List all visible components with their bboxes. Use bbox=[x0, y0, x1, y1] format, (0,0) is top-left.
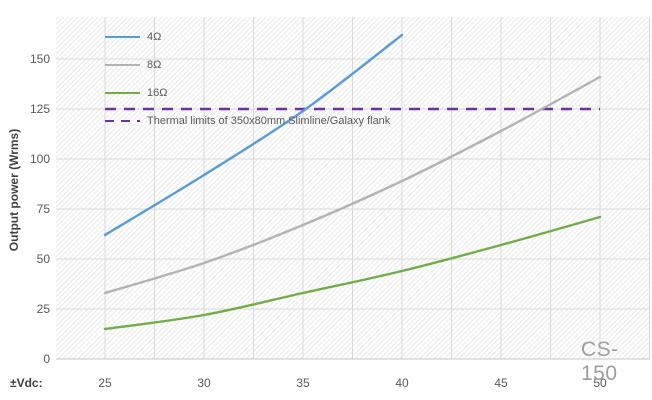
y-tick-label: 0 bbox=[43, 352, 50, 366]
x-tick-label: 50 bbox=[593, 376, 607, 390]
legend-label-4ohm: 4Ω bbox=[147, 31, 162, 43]
x-tick-label: 30 bbox=[197, 376, 211, 390]
legend-line-sample-16ohm-icon bbox=[105, 91, 140, 95]
x-tick-label: 45 bbox=[494, 376, 508, 390]
y-tick-label: 150 bbox=[29, 52, 50, 66]
y-tick-label: 100 bbox=[29, 152, 50, 166]
series-line-4ohm bbox=[103, 33, 404, 237]
x-tick-label: 40 bbox=[395, 376, 409, 390]
y-tick-label: 75 bbox=[36, 202, 50, 216]
y-axis-title: Output power (Wrms) bbox=[7, 128, 21, 252]
legend-item-8ohm: 8Ω bbox=[105, 51, 390, 79]
watermark-text: CS-150 bbox=[581, 338, 619, 385]
legend-line-sample-8ohm-icon bbox=[105, 63, 140, 67]
series-line-8ohm bbox=[103, 75, 602, 295]
x-axis-prefix-label: ±Vdc: bbox=[10, 376, 43, 390]
legend-label-8ohm: 8Ω bbox=[147, 59, 162, 71]
y-tick-label: 25 bbox=[36, 302, 50, 316]
legend-item-4ohm: 4Ω bbox=[105, 23, 390, 51]
x-tick-label: 35 bbox=[296, 376, 310, 390]
y-tick-label: 50 bbox=[36, 252, 50, 266]
legend-label-16ohm: 16Ω bbox=[147, 87, 168, 99]
y-tick-label: 125 bbox=[29, 102, 50, 116]
series-line-16ohm bbox=[103, 215, 602, 331]
legend-label-thermal-limit: Thermal limits of 350x80mm Slimline/Gala… bbox=[147, 115, 391, 127]
legend-line-sample-4ohm-icon bbox=[105, 35, 140, 39]
legend-item-thermal-limit: Thermal limits of 350x80mm Slimline/Gala… bbox=[105, 107, 390, 135]
x-tick-label: 25 bbox=[98, 376, 112, 390]
legend: 4Ω 8Ω 16Ω Thermal limits of 350x80mm Sli… bbox=[105, 23, 390, 135]
legend-item-16ohm: 16Ω bbox=[105, 79, 390, 107]
legend-dashed-line-sample-icon bbox=[105, 119, 140, 123]
